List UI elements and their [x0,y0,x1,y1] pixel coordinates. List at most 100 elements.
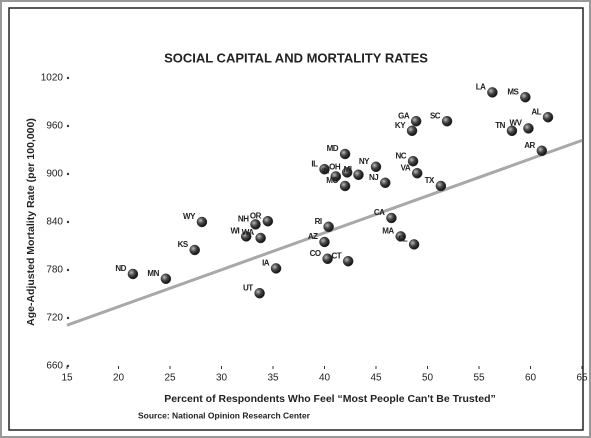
point-label: MS [507,87,519,96]
point [254,287,265,299]
point-label: FL [398,235,407,244]
x-tick-label: 55 [473,373,485,384]
point [341,167,353,178]
point-label: MO [326,176,338,185]
point [319,163,330,175]
point-label: WY [183,212,196,221]
point-label: TN [495,121,505,130]
point-label: MA [382,227,394,236]
point-label: SC [430,111,441,120]
point-label: IA [262,259,270,268]
point [370,161,382,173]
point-label: WV [510,119,523,128]
point-label: OH [329,163,341,172]
point-label: MI [344,165,352,174]
point [127,268,139,280]
point-label: IN [322,167,330,176]
y-tick [66,220,70,224]
point-label: NY [359,157,370,166]
point [410,115,422,127]
point-label: WI [230,227,239,236]
point-label: MD [327,144,339,153]
y-tick-label: 900 [46,169,63,180]
point-label: GA [398,111,410,120]
point [523,123,534,134]
point [395,231,406,242]
y-tick-label: 720 [46,313,63,324]
y-tick-label: 660 [46,361,63,372]
point [160,273,172,285]
point [520,91,531,103]
point [407,155,419,167]
point-label: RI [315,217,322,226]
point-label: OR [250,211,262,220]
point-label: AL [531,107,541,116]
point-label: CT [332,251,342,260]
point-label: KY [395,121,406,130]
x-tick-label: 20 [113,373,125,384]
y-tick-label: 960 [46,121,63,132]
point [435,180,447,192]
y-tick [66,124,70,128]
point-label: AR [524,141,535,150]
x-tick-label: 50 [422,373,434,384]
point-label: VA [401,163,411,172]
point-label: ND [115,264,126,273]
point [240,231,252,242]
y-tick [66,316,70,320]
point-label: UT [243,283,253,292]
point [250,219,261,230]
x-tick-label: 35 [267,373,279,384]
point [339,148,351,160]
point-label: AZ [308,232,318,241]
x-tick-label: 60 [525,373,537,384]
y-tick [66,172,70,176]
y-tick-label: 1020 [41,73,64,84]
point-label: WA [242,228,255,237]
point-label: TX [425,176,435,185]
x-tick-label: 15 [61,373,73,384]
point [322,253,333,265]
point [487,87,498,98]
point [536,145,548,157]
point [386,212,397,224]
point [255,232,266,244]
point-label: NJ [369,173,378,182]
inner-frame [8,7,584,431]
y-tick-label: 840 [46,217,63,228]
point-label: NH [238,215,249,224]
y-tick [66,76,70,80]
source: Source: National Opinion Research Center [138,410,311,420]
y-axis-label: Age-Adjusted Mortality Rate (per 100,000… [25,118,37,326]
point [411,167,423,179]
trend-line [66,138,583,327]
point [506,125,518,137]
point-label: KS [178,240,189,249]
point [542,111,554,123]
point [342,255,354,267]
x-tick-label: 40 [319,373,331,384]
point-label: CO [310,249,321,258]
point-label: LA [476,83,486,92]
plot: 660 720 780 840 900 960 1020 15 20 25 30 35 40 45 50 55… [41,73,588,384]
x-tick-label: 45 [370,373,382,384]
point [330,171,342,182]
x-tick-label: 25 [164,373,176,384]
point [339,180,351,192]
point [323,221,334,233]
y-tick [66,268,70,272]
point [319,236,330,248]
point-label: CA [374,208,385,217]
point [196,216,208,228]
point [406,125,418,137]
point-label: IL [311,159,318,168]
point [380,177,391,189]
point [270,263,282,274]
x-axis-label: Percent of Respondents Who Feel “Most Pe… [164,393,496,405]
point [262,215,274,227]
point [353,169,364,181]
point-label: MN [147,269,159,278]
x-tick-label: 30 [216,373,228,384]
